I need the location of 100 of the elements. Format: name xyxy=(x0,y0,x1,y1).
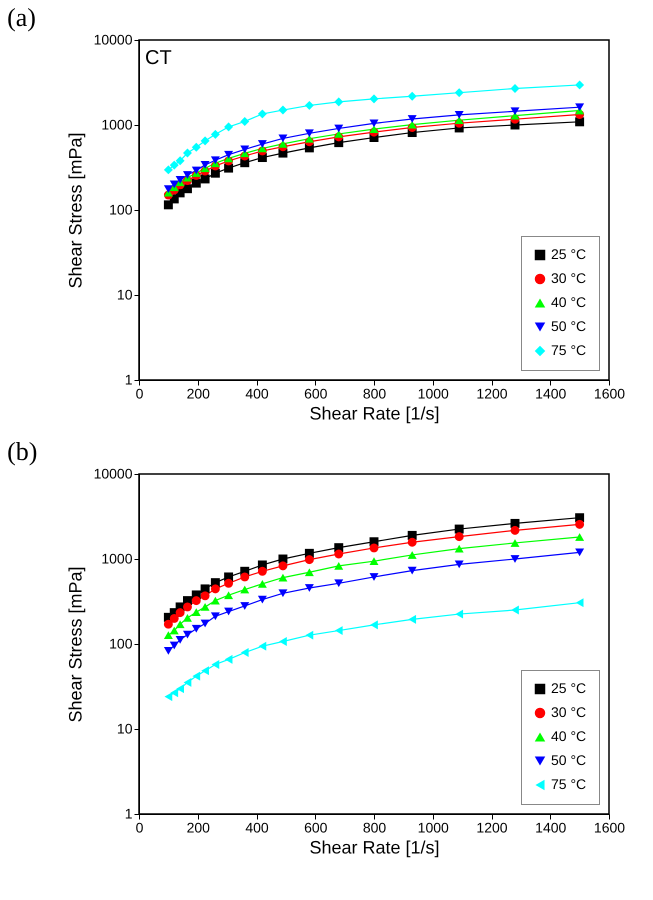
point xyxy=(258,109,267,118)
point xyxy=(182,184,192,194)
point xyxy=(170,614,179,623)
point xyxy=(182,171,192,179)
point xyxy=(224,654,232,664)
point xyxy=(510,555,520,563)
point xyxy=(408,551,417,559)
point xyxy=(511,606,519,614)
x-tick-label: 400 xyxy=(245,386,269,402)
point xyxy=(575,520,584,529)
x-tick-label: 400 xyxy=(245,820,269,836)
point xyxy=(510,84,520,93)
x-tick-label: 1600 xyxy=(594,386,626,402)
chart-title: (b) xyxy=(7,437,38,466)
point xyxy=(304,568,314,576)
y-tick-label: 10000 xyxy=(94,32,133,48)
point xyxy=(304,555,314,564)
point xyxy=(334,562,344,570)
point xyxy=(224,150,234,159)
x-tick-label: 1400 xyxy=(535,386,567,402)
point xyxy=(408,92,417,101)
x-tick-label: 200 xyxy=(186,820,210,836)
point xyxy=(576,598,584,608)
point xyxy=(192,624,201,633)
point xyxy=(278,134,288,142)
point xyxy=(182,148,192,158)
y-tick-label: 10 xyxy=(116,286,133,302)
point xyxy=(164,647,173,655)
point xyxy=(192,608,201,616)
point xyxy=(279,637,287,646)
point xyxy=(575,80,584,90)
point xyxy=(408,120,417,129)
x-tick-label: 0 xyxy=(136,386,144,402)
point xyxy=(176,156,185,166)
legend-label: 25 °C xyxy=(551,680,586,696)
point xyxy=(408,538,417,547)
point xyxy=(210,612,220,620)
point xyxy=(176,176,185,184)
point xyxy=(192,178,201,188)
point xyxy=(170,160,179,170)
x-tick-label: 1000 xyxy=(418,386,450,402)
legend-label: 50 °C xyxy=(551,318,586,334)
point xyxy=(510,107,520,116)
point xyxy=(170,180,179,188)
point xyxy=(210,156,220,164)
point xyxy=(212,660,220,669)
point xyxy=(334,124,344,132)
y-tick-label: 1000 xyxy=(101,550,133,566)
point xyxy=(200,603,210,611)
point xyxy=(408,115,417,123)
point xyxy=(240,146,250,154)
y-tick-label: 100 xyxy=(109,636,133,652)
point xyxy=(454,110,464,119)
point xyxy=(258,642,266,651)
point xyxy=(224,591,234,600)
point xyxy=(334,550,344,558)
point xyxy=(164,185,173,194)
point xyxy=(278,574,288,582)
y-tick-label: 1 xyxy=(124,806,133,822)
point xyxy=(200,174,210,184)
point xyxy=(224,608,234,616)
point xyxy=(370,573,378,581)
point xyxy=(370,620,378,630)
point xyxy=(182,614,192,622)
x-tick-label: 1200 xyxy=(476,820,508,836)
point xyxy=(224,122,234,132)
point xyxy=(258,596,267,604)
point xyxy=(200,620,210,628)
point xyxy=(334,130,344,138)
point xyxy=(176,636,185,644)
point xyxy=(575,548,584,556)
y-tick-label: 10 xyxy=(116,720,133,736)
point xyxy=(278,561,288,570)
point xyxy=(192,166,201,174)
point xyxy=(176,684,184,694)
point xyxy=(454,532,464,542)
point xyxy=(510,526,520,535)
y-tick-label: 1000 xyxy=(101,116,133,132)
x-tick-label: 600 xyxy=(304,820,328,836)
point xyxy=(454,88,464,98)
point xyxy=(575,533,584,541)
legend-label: 25 °C xyxy=(551,246,586,262)
point xyxy=(164,692,172,702)
y-axis-title: Shear Stress [mPa] xyxy=(66,132,86,289)
point xyxy=(200,136,210,146)
x-tick-label: 800 xyxy=(362,386,386,402)
point xyxy=(306,630,314,640)
point xyxy=(278,589,288,598)
point xyxy=(408,566,417,574)
point xyxy=(210,130,220,139)
point xyxy=(184,678,192,687)
x-tick-label: 800 xyxy=(362,820,386,836)
legend-label: 30 °C xyxy=(551,270,586,286)
y-tick-label: 100 xyxy=(109,202,133,218)
point xyxy=(164,165,173,174)
point xyxy=(170,688,178,698)
point xyxy=(182,630,192,638)
x-tick-label: 200 xyxy=(186,386,210,402)
point xyxy=(210,584,220,594)
point xyxy=(454,544,464,553)
